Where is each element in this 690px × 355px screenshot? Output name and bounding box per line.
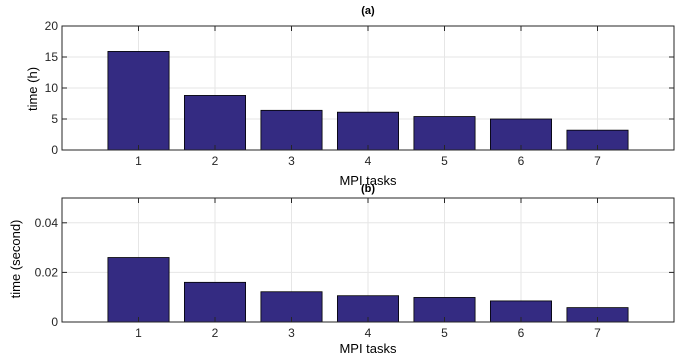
chart-a-bar-2	[183, 95, 246, 151]
chart-b-x-tick-label-5: 5	[441, 326, 448, 340]
chart-a-x-tick-label-2: 2	[212, 154, 219, 168]
chart-a-y-tick-label-1: 5	[51, 112, 58, 126]
chart-b-title: (b)	[361, 183, 375, 195]
chart-a-x-tick-label-3: 3	[288, 154, 295, 168]
chart-a-y-tick-label-0: 0	[51, 143, 58, 157]
chart-b-x-tick-label-1: 1	[135, 326, 142, 340]
chart-b-x-tick-label-4: 4	[365, 326, 372, 340]
chart-a-bar-3	[260, 109, 323, 151]
chart-a-x-tick-label-5: 5	[441, 154, 448, 168]
chart-a-x-tick-label-4: 4	[365, 154, 372, 168]
chart-b-x-tick-label-2: 2	[212, 326, 219, 340]
chart-b-bar-3	[260, 291, 323, 323]
chart-a: (a) MPI tasks time (h) 0 5 10 15 20 1 2 3 4 5 6 7	[25, 5, 675, 188]
chart-b-y-axis-label: time (second)	[8, 220, 23, 299]
chart-b-x-tick-label-3: 3	[288, 326, 295, 340]
chart-a-y-tick-label-4: 20	[45, 19, 59, 33]
chart-a-x-tick-label-7: 7	[594, 154, 601, 168]
chart-a-bar-1	[107, 51, 170, 151]
chart-a-bar-6	[489, 118, 552, 151]
chart-b-x-tick-label-7: 7	[594, 326, 601, 340]
chart-b-bar-2	[183, 281, 246, 323]
chart-a-x-axis-label: MPI tasks	[339, 173, 397, 188]
chart-a-y-tick-label-3: 15	[45, 50, 59, 64]
chart-a-x-tick-label-1: 1	[135, 154, 142, 168]
chart-a-x-tick-label-6: 6	[518, 154, 525, 168]
chart-b-y-tick-label-2: 0.04	[35, 216, 59, 230]
chart-a-bar-5	[413, 116, 476, 151]
chart-a-y-axis-label: time (h)	[25, 67, 40, 111]
chart-b-x-axis-label: MPI tasks	[339, 341, 397, 355]
chart-a-y-tick-label-2: 10	[45, 81, 59, 95]
chart-a-bar-4	[336, 111, 399, 151]
chart-b-y-tick-label-1: 0.02	[35, 265, 59, 279]
chart-b-y-tick-label-0: 0	[51, 315, 58, 329]
chart-a-title: (a)	[361, 5, 375, 17]
chart-b-bar-1	[107, 257, 170, 323]
chart-b-x-tick-label-6: 6	[518, 326, 525, 340]
chart-b: (b) MPI tasks time (second) 0 0.02 0.04 1 2 3…	[8, 183, 675, 355]
